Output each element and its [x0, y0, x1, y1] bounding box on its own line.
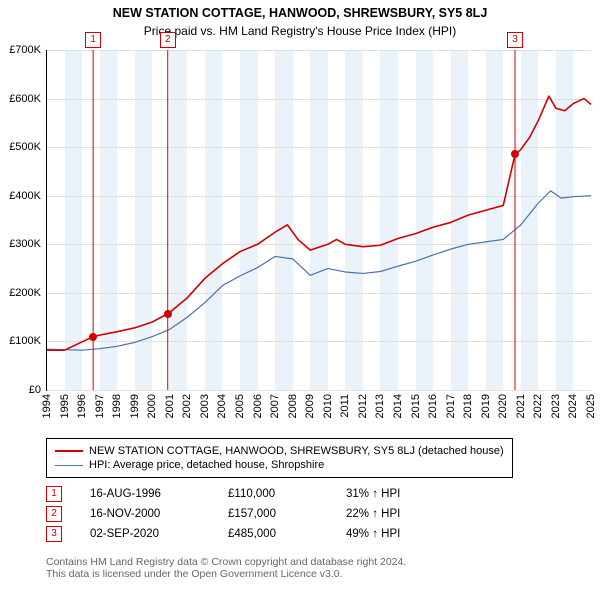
x-tick-label: 2024	[567, 394, 579, 418]
x-tick-label: 2021	[515, 394, 527, 418]
footer-line-1: Contains HM Land Registry data © Crown c…	[46, 556, 406, 568]
transaction-row: 3 02-SEP-2020 £485,000 49% ↑ HPI	[46, 526, 400, 542]
transaction-price: £485,000	[228, 528, 318, 540]
marker-label-box: 3	[507, 32, 523, 48]
legend: NEW STATION COTTAGE, HANWOOD, SHREWSBURY…	[46, 438, 513, 478]
transaction-date: 16-AUG-1996	[90, 488, 200, 500]
y-tick-label: £100K	[9, 335, 47, 347]
x-tick-label: 1998	[111, 394, 123, 418]
transaction-row: 1 16-AUG-1996 £110,000 31% ↑ HPI	[46, 486, 400, 502]
gridline	[47, 390, 591, 391]
chart-title: NEW STATION COTTAGE, HANWOOD, SHREWSBURY…	[0, 6, 600, 20]
x-tick-label: 2018	[462, 394, 474, 418]
figure: NEW STATION COTTAGE, HANWOOD, SHREWSBURY…	[0, 0, 600, 590]
plot-area: £0£100K£200K£300K£400K£500K£600K£700K199…	[46, 50, 591, 391]
x-tick-label: 2012	[357, 394, 369, 418]
transaction-label-box: 1	[46, 486, 62, 502]
legend-label-hpi: HPI: Average price, detached house, Shro…	[89, 459, 324, 471]
footer-note: Contains HM Land Registry data © Crown c…	[46, 556, 406, 580]
x-tick-label: 2016	[427, 394, 439, 418]
x-tick-label: 2014	[392, 394, 404, 418]
transaction-price: £157,000	[228, 508, 318, 520]
y-tick-label: £300K	[9, 238, 47, 250]
marker-dot	[511, 150, 519, 158]
transaction-pct: 49% ↑ HPI	[346, 528, 400, 540]
x-tick-label: 2009	[304, 394, 316, 418]
y-tick-label: £600K	[9, 93, 47, 105]
x-tick-label: 2003	[199, 394, 211, 418]
x-tick-label: 2022	[532, 394, 544, 418]
x-tick-label: 2020	[497, 394, 509, 418]
transaction-price: £110,000	[228, 488, 318, 500]
x-tick-label: 2013	[374, 394, 386, 418]
x-tick-label: 2001	[164, 394, 176, 418]
transaction-row: 2 16-NOV-2000 £157,000 22% ↑ HPI	[46, 506, 400, 522]
y-tick-label: £400K	[9, 190, 47, 202]
footer-line-2: This data is licensed under the Open Gov…	[46, 568, 406, 580]
y-tick-label: £200K	[9, 287, 47, 299]
transaction-date: 02-SEP-2020	[90, 528, 200, 540]
x-tick-label: 1997	[94, 394, 106, 418]
x-tick-label: 2004	[216, 394, 228, 418]
x-tick-label: 2002	[181, 394, 193, 418]
transaction-pct: 22% ↑ HPI	[346, 508, 400, 520]
x-tick-label: 1995	[59, 394, 71, 418]
x-tick-label: 2025	[585, 394, 597, 418]
x-tick-label: 2010	[322, 394, 334, 418]
marker-vertical-line	[47, 50, 591, 390]
marker-label-box: 2	[160, 32, 176, 48]
transaction-label-box: 2	[46, 506, 62, 522]
x-tick-label: 2007	[269, 394, 281, 418]
marker-label-box: 1	[85, 32, 101, 48]
x-tick-label: 2006	[252, 394, 264, 418]
x-tick-label: 2017	[445, 394, 457, 418]
y-tick-label: £500K	[9, 141, 47, 153]
legend-label-property: NEW STATION COTTAGE, HANWOOD, SHREWSBURY…	[89, 445, 504, 457]
x-tick-label: 2000	[146, 394, 158, 418]
transactions-table: 1 16-AUG-1996 £110,000 31% ↑ HPI 2 16-NOV-200…	[46, 482, 400, 546]
x-tick-label: 2019	[480, 394, 492, 418]
x-tick-label: 2011	[339, 394, 351, 418]
legend-item-hpi: HPI: Average price, detached house, Shro…	[55, 459, 504, 471]
x-tick-label: 2015	[410, 394, 422, 418]
transaction-label-box: 3	[46, 526, 62, 542]
legend-swatch-hpi	[55, 465, 83, 466]
x-tick-label: 1999	[129, 394, 141, 418]
legend-swatch-property	[55, 450, 83, 452]
y-tick-label: £700K	[9, 44, 47, 56]
x-tick-label: 2023	[550, 394, 562, 418]
x-tick-label: 2005	[234, 394, 246, 418]
x-tick-label: 2008	[287, 394, 299, 418]
x-tick-label: 1996	[76, 394, 88, 418]
transaction-date: 16-NOV-2000	[90, 508, 200, 520]
x-tick-label: 1994	[41, 394, 53, 418]
legend-item-property: NEW STATION COTTAGE, HANWOOD, SHREWSBURY…	[55, 445, 504, 457]
transaction-pct: 31% ↑ HPI	[346, 488, 400, 500]
